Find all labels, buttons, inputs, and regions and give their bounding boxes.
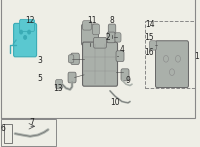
- Text: 3: 3: [38, 56, 43, 65]
- FancyBboxPatch shape: [68, 72, 76, 83]
- Text: 15: 15: [144, 33, 154, 42]
- Text: 5: 5: [38, 74, 43, 83]
- FancyBboxPatch shape: [83, 42, 118, 86]
- FancyBboxPatch shape: [107, 32, 115, 43]
- FancyBboxPatch shape: [155, 41, 188, 87]
- Bar: [1, 0, 195, 118]
- Text: 10: 10: [110, 98, 120, 107]
- FancyBboxPatch shape: [14, 23, 37, 57]
- Circle shape: [20, 30, 22, 34]
- Text: 14: 14: [145, 20, 155, 29]
- Text: 12: 12: [25, 16, 35, 25]
- Text: 6: 6: [1, 124, 6, 133]
- FancyBboxPatch shape: [121, 69, 129, 81]
- Text: 13: 13: [53, 84, 63, 93]
- Text: 1: 1: [195, 52, 199, 61]
- Text: 11: 11: [87, 16, 97, 25]
- Bar: [4, 124, 12, 143]
- Bar: [1, 119, 56, 146]
- Circle shape: [24, 36, 26, 39]
- Circle shape: [28, 30, 30, 34]
- Text: 4: 4: [120, 45, 124, 54]
- Text: 7: 7: [30, 118, 35, 127]
- Text: 2: 2: [106, 33, 110, 42]
- FancyBboxPatch shape: [71, 53, 79, 65]
- FancyBboxPatch shape: [82, 24, 99, 45]
- FancyBboxPatch shape: [56, 80, 63, 89]
- FancyBboxPatch shape: [149, 41, 156, 50]
- FancyBboxPatch shape: [83, 21, 92, 30]
- Text: 16: 16: [144, 48, 154, 57]
- FancyBboxPatch shape: [108, 24, 116, 37]
- Text: 9: 9: [126, 76, 130, 85]
- FancyBboxPatch shape: [68, 55, 74, 63]
- Text: 8: 8: [110, 16, 114, 25]
- FancyBboxPatch shape: [94, 37, 107, 48]
- FancyBboxPatch shape: [93, 24, 100, 35]
- FancyBboxPatch shape: [116, 51, 124, 61]
- Bar: [145, 21, 195, 88]
- FancyBboxPatch shape: [115, 33, 121, 42]
- FancyBboxPatch shape: [20, 19, 35, 31]
